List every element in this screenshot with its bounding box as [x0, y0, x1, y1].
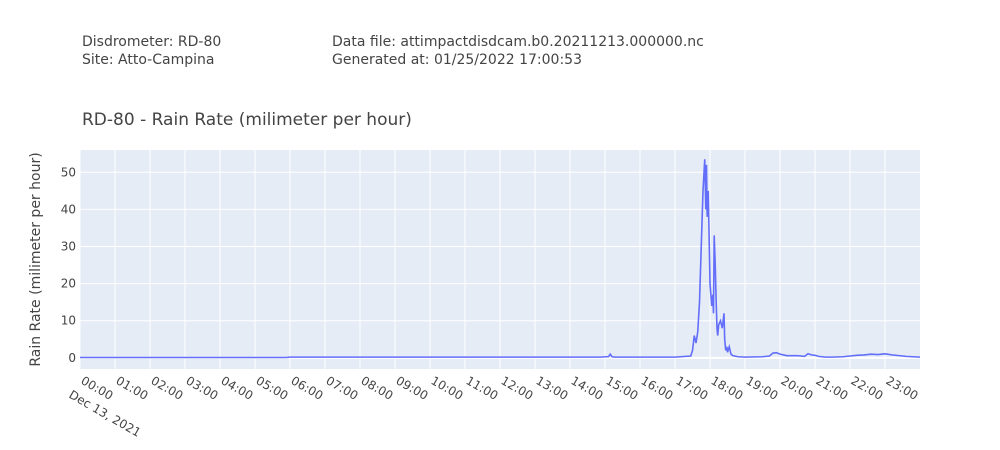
- x-tick-label: 09:00: [394, 373, 431, 402]
- y-tick-label: 30: [61, 240, 76, 254]
- y-tick-label: 0: [68, 351, 76, 365]
- x-tick-label: 11:00: [464, 373, 501, 402]
- chart-title: RD-80 - Rain Rate (milimeter per hour): [82, 110, 412, 130]
- x-tick-label: 13:00: [534, 373, 571, 402]
- x-tick-label: 04:00: [219, 373, 256, 402]
- generated-label: Generated at: 01/25/2022 17:00:53: [332, 52, 582, 68]
- y-tick-label: 10: [61, 314, 76, 328]
- x-tick-label: 10:00: [429, 373, 466, 402]
- y-gridlines: [80, 171, 920, 359]
- y-tick-label: 50: [61, 165, 76, 179]
- x-tick-label: 18:00: [709, 373, 746, 402]
- x-tick-label: 22:00: [849, 373, 886, 402]
- x-tick-label: 23:00: [884, 373, 921, 402]
- y-tick-label: 20: [61, 277, 76, 291]
- site-label: Site: Atto-Campina: [82, 52, 215, 68]
- x-tick-label: 14:00: [569, 373, 606, 402]
- x-tick-label: 17:00: [674, 373, 711, 402]
- x-tick-label: 19:00: [744, 373, 781, 402]
- x-tick-label: 15:00: [604, 373, 641, 402]
- x-tick-label: 02:00: [149, 373, 186, 402]
- x-tick-label: 21:00: [814, 373, 851, 402]
- y-tick-labels: 0 10 20 30 40 50: [61, 165, 76, 365]
- x-tick-label: 05:00: [254, 373, 291, 402]
- x-tick-label: 03:00: [184, 373, 221, 402]
- y-tick-label: 40: [61, 202, 76, 216]
- x-tick-label: 01:00: [114, 373, 151, 402]
- header-meta-left: Disdrometer: RD-80 Site: Atto-Campina: [82, 33, 221, 69]
- x-tick-label: 06:00: [289, 373, 326, 402]
- x-tick-label: 16:00: [639, 373, 676, 402]
- series-line[interactable]: [80, 159, 921, 359]
- header-meta-right: Data file: attimpactdisdcam.b0.20211213.…: [332, 33, 704, 69]
- x-tick-label: 12:00: [499, 373, 536, 402]
- y-axis-title: Rain Rate (milimeter per hour): [28, 152, 44, 366]
- x-gridlines: [79, 150, 886, 369]
- x-tick-label: 07:00: [324, 373, 361, 402]
- x-tick-label: 08:00: [359, 373, 396, 402]
- data-file-label: Data file: attimpactdisdcam.b0.20211213.…: [332, 34, 704, 50]
- x-tick-labels: 00:0001:0002:0003:0004:0005:0006:0007:00…: [79, 373, 921, 402]
- x-tick-label: 20:00: [779, 373, 816, 402]
- disdrometer-label: Disdrometer: RD-80: [82, 34, 222, 50]
